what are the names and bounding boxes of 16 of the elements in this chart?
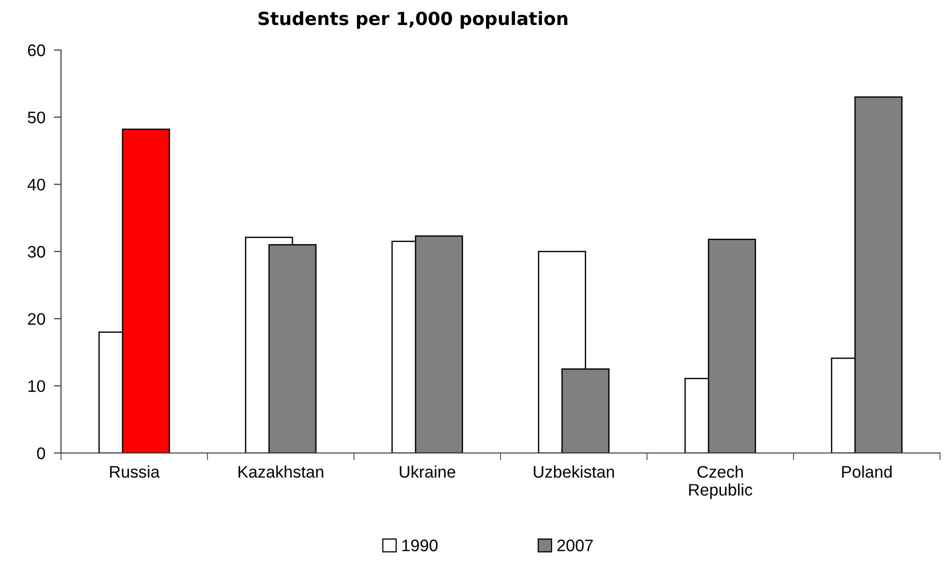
x-tick-label: Czech Republic [689, 466, 752, 499]
x-tick-label: Kazakhstan [238, 466, 324, 478]
chart-title: Students per 1,000 population [258, 11, 568, 29]
y-tick-label: 40 [28, 178, 46, 191]
y-tick-label: 50 [28, 112, 46, 124]
x-tick-label: Russia [110, 466, 160, 478]
x-tick-label: Ukraine [400, 466, 456, 478]
x-tick-label: Poland [842, 466, 892, 478]
y-tick-label: 0 [37, 447, 46, 460]
legend-label: 2007 [557, 540, 593, 552]
y-tick-label: 20 [28, 313, 46, 325]
x-tick-label: Uzbekistan [534, 466, 614, 478]
legend-label: 1990 [402, 540, 438, 552]
y-tick-label: 30 [28, 246, 46, 258]
y-tick-label: 10 [28, 380, 46, 392]
y-tick-label: 60 [28, 44, 46, 56]
